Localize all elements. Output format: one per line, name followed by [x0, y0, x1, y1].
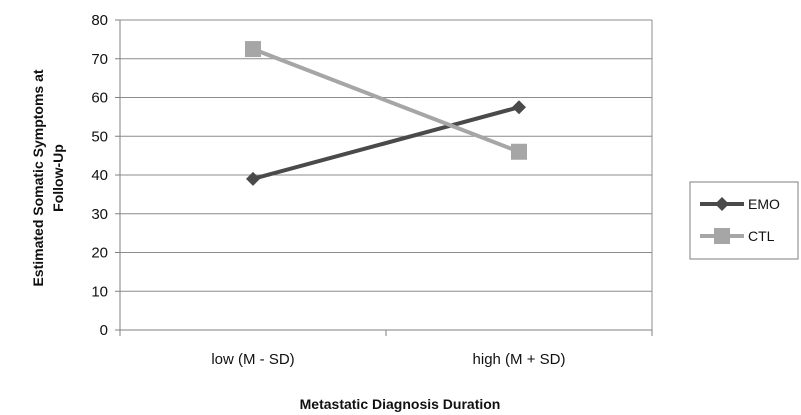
y-tick-label: 30 [91, 206, 108, 223]
y-tick-label: 60 [91, 90, 108, 107]
data-point-emo [512, 100, 526, 115]
y-tick-label: 80 [91, 12, 108, 29]
legend-marker-emo [715, 197, 729, 211]
x-axis-title: Metastatic Diagnosis Duration [300, 396, 501, 412]
data-point-emo [246, 171, 260, 186]
data-point-ctl [511, 143, 527, 160]
x-tick-labels: low (M - SD) high (M + SD) [211, 351, 565, 368]
y-tick-label: 40 [91, 167, 108, 184]
y-tick-label: 0 [100, 322, 108, 339]
x-tick-label: low (M - SD) [211, 351, 294, 368]
y-tick-label: 20 [91, 245, 108, 262]
y-tick-label: 10 [91, 283, 108, 300]
y-axis-title-line-1: Estimated Somatic Symptoms at [30, 69, 46, 286]
legend-marker-ctl [714, 228, 730, 244]
y-tick-label: 50 [91, 128, 108, 145]
series [245, 41, 527, 186]
y-tick-label: 70 [91, 51, 108, 68]
y-tick-labels: 0 10 20 30 40 50 60 70 80 [91, 12, 108, 339]
y-axis-title-line-2: Follow-Up [50, 144, 66, 212]
legend-box [689, 181, 799, 260]
data-point-ctl [245, 41, 261, 58]
legend-label-emo: EMO [748, 196, 780, 212]
legend-label-ctl: CTL [748, 228, 775, 244]
series-ctl [245, 41, 527, 160]
series-emo [246, 100, 526, 186]
x-tick-label: high (M + SD) [473, 351, 566, 368]
series-line-ctl [252, 47, 520, 154]
legend: EMO CTL [689, 181, 799, 260]
axes [115, 19, 653, 336]
gridlines [120, 19, 652, 292]
series-line-emo [252, 105, 520, 181]
